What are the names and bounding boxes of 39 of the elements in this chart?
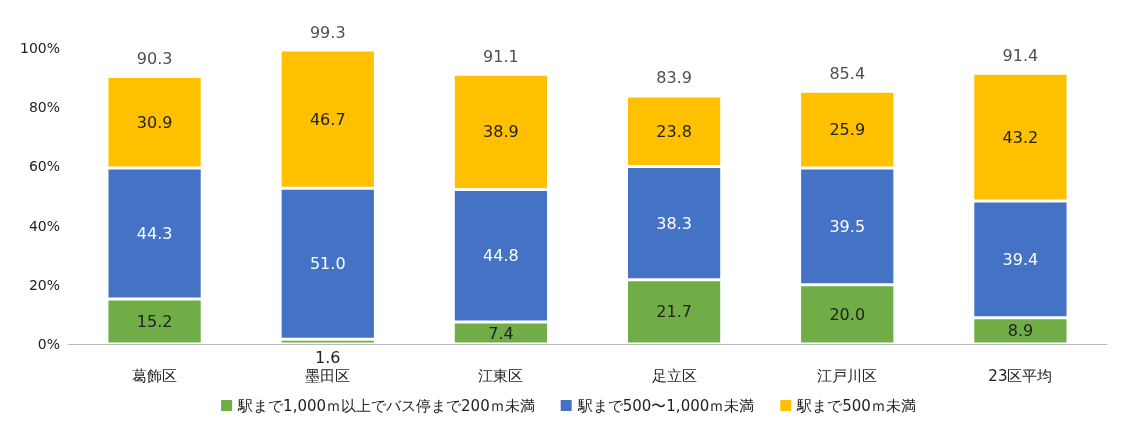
x-tick-label: 江東区 <box>478 366 524 385</box>
data-label: 21.7 <box>656 302 692 322</box>
total-label: 85.4 <box>829 63 866 83</box>
data-label: 8.9 <box>1007 321 1034 341</box>
legend-label: 駅まで1,000ｍ以上でバス停まで200ｍ未満 <box>237 396 535 415</box>
total-label: 83.9 <box>656 68 692 88</box>
data-label: 46.7 <box>309 109 346 129</box>
data-label: 44.3 <box>136 223 173 243</box>
y-tick-label: 0% <box>37 336 60 352</box>
total-label: 99.3 <box>309 22 346 42</box>
data-label: 51.0 <box>309 254 346 274</box>
x-tick-label: 足立区 <box>651 366 697 385</box>
data-label: 38.9 <box>483 122 519 142</box>
total-label: 91.1 <box>483 46 519 66</box>
y-tick-label: 100% <box>19 40 60 56</box>
x-tick-label: 葛飾区 <box>132 366 178 385</box>
data-label: 1.6 <box>315 347 341 367</box>
data-label: 25.9 <box>829 120 866 140</box>
data-label: 39.5 <box>829 216 866 236</box>
x-tick-label: 墨田区 <box>305 366 351 385</box>
total-label: 90.3 <box>136 48 173 68</box>
y-tick-label: 40% <box>28 217 60 234</box>
total-label: 91.4 <box>1002 45 1039 65</box>
x-tick-label: 江戸川区 <box>817 366 878 385</box>
data-label: 43.2 <box>1002 127 1039 147</box>
x-tick-label: 23区平均 <box>988 366 1053 385</box>
legend-label: 駅まで500〜1,000ｍ未満 <box>576 396 755 415</box>
data-label: 38.3 <box>656 213 692 233</box>
data-label: 7.4 <box>488 323 514 343</box>
y-tick-label: 20% <box>28 276 60 293</box>
legend-label: 駅まで500ｍ未満 <box>796 396 916 415</box>
data-label: 39.4 <box>1002 249 1039 269</box>
data-label: 15.2 <box>136 312 173 331</box>
data-label: 23.8 <box>656 121 692 141</box>
data-label: 44.8 <box>483 246 519 266</box>
data-label: 30.9 <box>136 112 173 132</box>
y-tick-label: 80% <box>28 99 60 116</box>
y-tick-label: 60% <box>28 158 60 175</box>
data-label: 20.0 <box>829 304 866 324</box>
